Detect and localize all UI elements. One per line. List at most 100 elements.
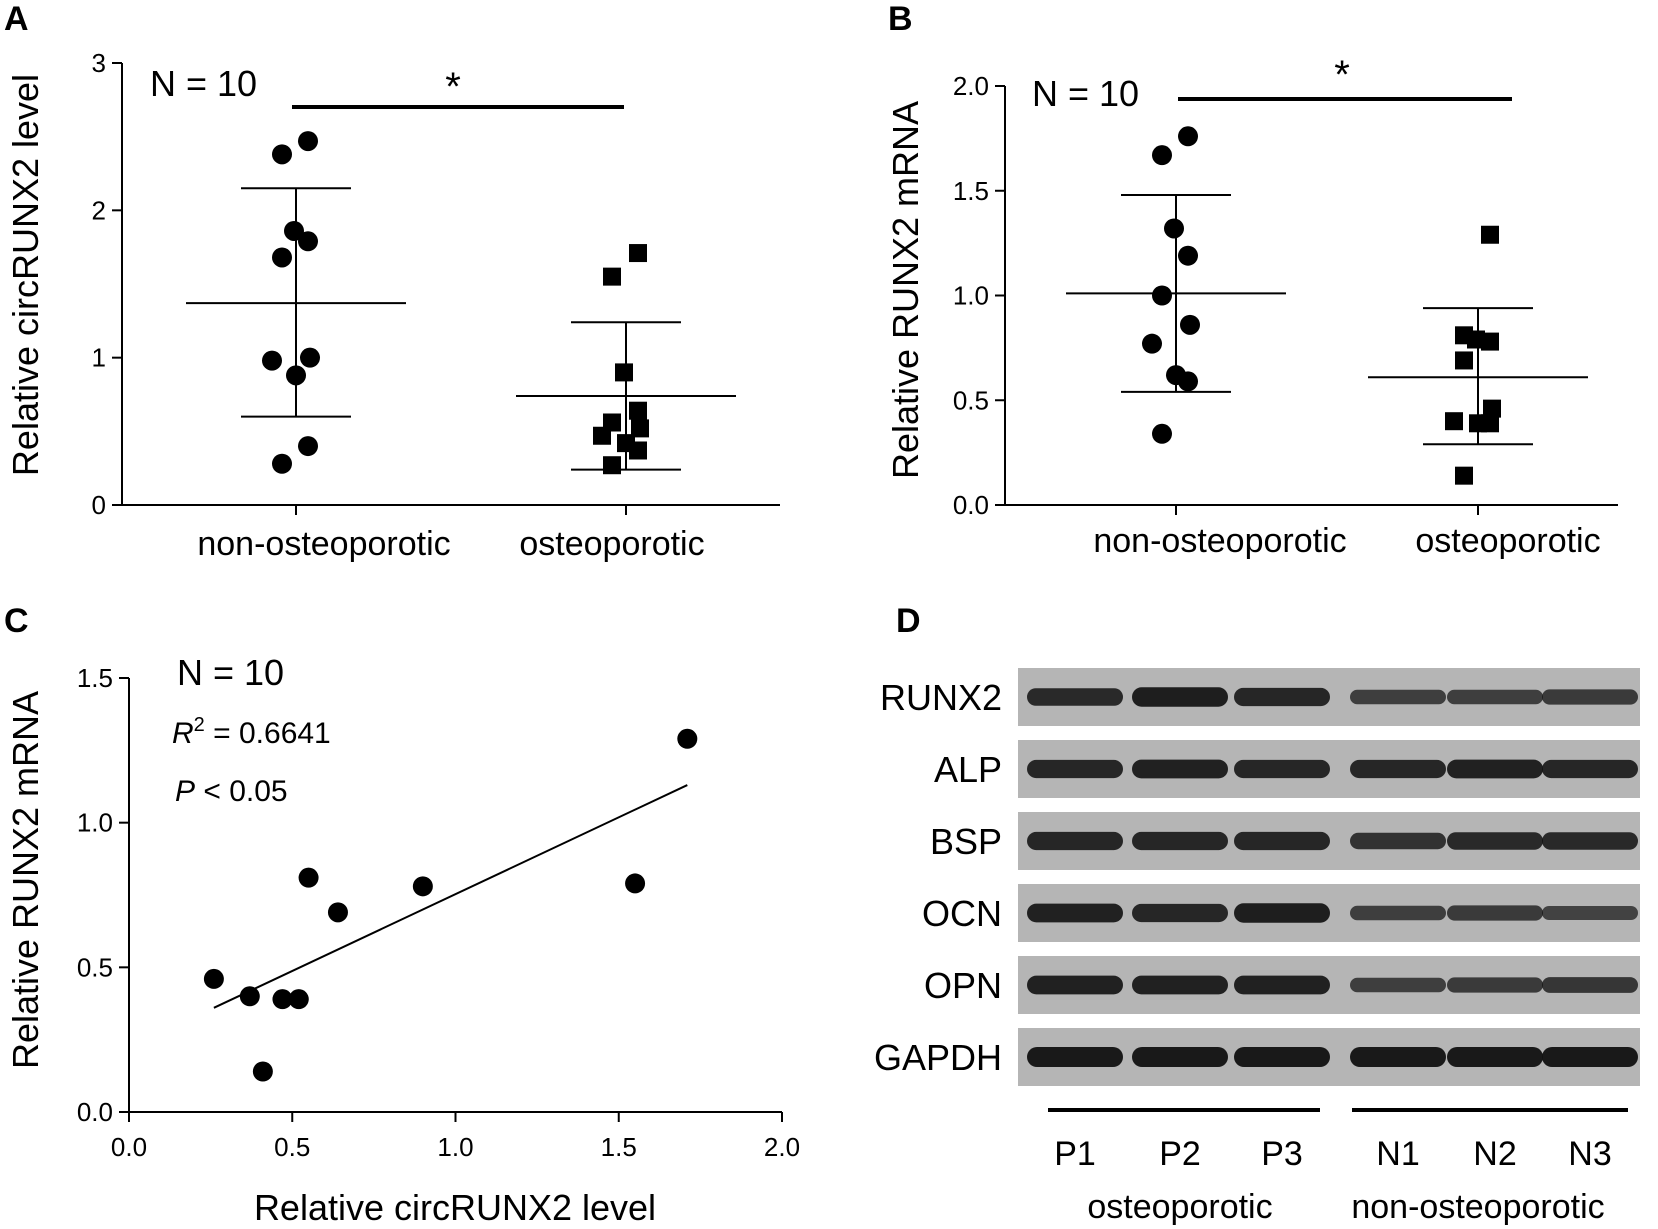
panel-b-y-tick-label: 1.5 (953, 176, 989, 206)
p-value-symbol: P (175, 775, 195, 808)
panel-a-data-point (631, 419, 649, 438)
blot-band (1027, 1047, 1123, 1067)
blot-band (1132, 975, 1228, 995)
panel-letter-b: B (888, 0, 913, 38)
blot-row-label-alp: ALP (934, 749, 1002, 790)
blot-row-label-opn: OPN (924, 965, 1002, 1006)
panel-b-data-point (1164, 218, 1184, 239)
panel-c-data-point (677, 728, 698, 749)
panel-a-data-point (298, 436, 318, 457)
panel-c-data-point (239, 986, 260, 1007)
panel-c-y-axis-label: Relative RUNX2 mRNA (5, 691, 46, 1069)
panel-c-x-tick-label: 1.5 (601, 1132, 637, 1162)
panel-b-data-point (1481, 332, 1499, 351)
panel-b-y-axis-label: Relative RUNX2 mRNA (885, 101, 926, 479)
panel-a-data-point (300, 347, 320, 368)
group-label-non-osteoporotic: non-osteoporotic (1351, 1188, 1604, 1226)
panel-b-data-point (1481, 225, 1499, 244)
panel-c-y-tick-label: 0.5 (77, 952, 113, 982)
lane-label-p3: P3 (1261, 1135, 1303, 1173)
panel-c-y-tick-label: 1.5 (77, 663, 113, 693)
r-squared-superscript: 2 (194, 714, 205, 736)
panel-a-data-point (298, 231, 318, 252)
panel-b-y-tick-label: 2.0 (953, 71, 989, 101)
blot-band (1132, 687, 1228, 707)
panel-c-data-point (272, 989, 293, 1010)
panel-a-y-tick-label: 1 (92, 343, 106, 373)
blot-band (1132, 1047, 1228, 1067)
panel-d: D RUNX2 ALP BSP OCN OPN GAPDH P1 P2 P3 N1 N2 N3 ost… (874, 602, 1640, 1226)
panel-c-x-tick-label: 1.0 (437, 1132, 473, 1162)
panel-c-y-tick-label: 0.0 (77, 1097, 113, 1127)
panel-b-data-point (1483, 399, 1501, 418)
panel-letter-c: C (4, 602, 29, 640)
panel-c: C Relative RUNX2 mRNA Relative circRUNX2… (4, 602, 800, 1228)
panel-c-r-squared: R2 = 0.6641 (172, 714, 331, 750)
panel-b: B Relative RUNX2 mRNA N = 10 * 0.0 0.5 1.0… (885, 0, 1618, 560)
blot-band (1447, 905, 1543, 921)
blot-band (1542, 759, 1638, 779)
blot-band (1542, 1047, 1638, 1067)
panel-a-data-point (286, 365, 306, 386)
blot-band (1447, 977, 1543, 993)
panel-c-regression-line (213, 784, 688, 1009)
panel-a-data-point (298, 131, 318, 152)
r-squared-value: = 0.6641 (205, 717, 331, 750)
p-value-text: < 0.05 (195, 775, 288, 808)
panel-a: A Relative circRUNX2 level N = 10 * 0 1 2 3… (4, 0, 780, 563)
blot-band (1132, 903, 1228, 923)
blot-band (1027, 688, 1123, 706)
panel-letter-a: A (4, 0, 29, 38)
panel-a-significance-star: * (445, 65, 461, 109)
panel-b-data-point (1152, 423, 1172, 444)
blot-band (1234, 759, 1330, 779)
panel-b-data-point (1178, 371, 1198, 392)
blot-band (1027, 975, 1123, 995)
panel-b-data-point (1178, 126, 1198, 147)
panel-c-data-point (298, 867, 319, 888)
blot-band (1350, 977, 1446, 993)
blot-band (1132, 759, 1228, 779)
blot-band (1542, 689, 1638, 705)
blot-band (1350, 759, 1446, 779)
panel-b-y-tick-label: 0.0 (953, 490, 989, 520)
blot-row-label-gapdh: GAPDH (874, 1037, 1002, 1078)
panel-b-data-point (1178, 245, 1198, 266)
panel-a-data-point (603, 456, 621, 475)
panel-a-y-tick-label: 0 (92, 490, 106, 520)
panel-a-data-point (284, 220, 304, 241)
panel-a-data-point (629, 244, 647, 263)
panel-c-data-point (327, 902, 348, 923)
panel-a-data-point (272, 247, 292, 268)
blot-band (1447, 689, 1543, 705)
panel-b-data-point (1152, 145, 1172, 166)
panel-a-data-point (603, 267, 621, 286)
blot-band (1350, 1047, 1446, 1067)
lane-label-n1: N1 (1376, 1135, 1419, 1173)
panel-c-x-tick-label: 0.0 (111, 1132, 147, 1162)
panel-b-n-label: N = 10 (1032, 73, 1139, 114)
panel-c-p-value: P < 0.05 (175, 775, 288, 808)
panel-c-data-point (412, 876, 433, 897)
panel-c-n-label: N = 10 (177, 652, 284, 693)
blot-band (1350, 832, 1446, 850)
panel-a-data-point (629, 441, 647, 460)
blot-band (1447, 759, 1543, 779)
blot-band (1027, 831, 1123, 851)
panel-b-data-point (1152, 285, 1172, 306)
lane-label-p1: P1 (1054, 1135, 1096, 1173)
panel-b-data-point (1455, 466, 1473, 485)
panel-b-data-point (1467, 330, 1485, 349)
blot-band (1234, 687, 1330, 707)
blot-band (1542, 977, 1638, 993)
r-squared-symbol: R (172, 717, 194, 750)
lane-label-n3: N3 (1568, 1135, 1611, 1173)
blot-band (1132, 831, 1228, 851)
lane-label-p2: P2 (1159, 1135, 1201, 1173)
blot-row-label-bsp: BSP (930, 821, 1002, 862)
blot-band (1234, 903, 1330, 923)
panel-a-y-axis-label: Relative circRUNX2 level (5, 74, 46, 476)
panel-a-data-point (615, 363, 633, 382)
panel-a-y-tick-label: 2 (92, 195, 106, 225)
blot-row-label-ocn: OCN (922, 893, 1002, 934)
